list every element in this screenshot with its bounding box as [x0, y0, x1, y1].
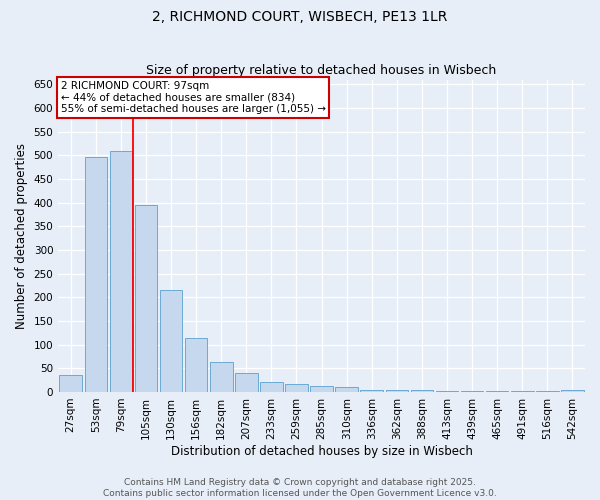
Bar	[436, 391, 458, 392]
Bar	[285, 384, 308, 392]
Bar	[361, 390, 383, 392]
Bar	[160, 290, 182, 392]
Bar	[110, 150, 132, 392]
Bar	[260, 382, 283, 392]
Text: 2 RICHMOND COURT: 97sqm
← 44% of detached houses are smaller (834)
55% of semi-d: 2 RICHMOND COURT: 97sqm ← 44% of detache…	[61, 81, 326, 114]
Bar	[335, 387, 358, 392]
Bar	[410, 390, 433, 392]
Bar	[185, 338, 208, 392]
Y-axis label: Number of detached properties: Number of detached properties	[15, 143, 28, 329]
Text: 2, RICHMOND COURT, WISBECH, PE13 1LR: 2, RICHMOND COURT, WISBECH, PE13 1LR	[152, 10, 448, 24]
Bar	[210, 362, 233, 392]
Bar	[561, 390, 584, 392]
Bar	[461, 391, 484, 392]
Title: Size of property relative to detached houses in Wisbech: Size of property relative to detached ho…	[146, 64, 497, 77]
Bar	[59, 376, 82, 392]
Text: Contains HM Land Registry data © Crown copyright and database right 2025.
Contai: Contains HM Land Registry data © Crown c…	[103, 478, 497, 498]
X-axis label: Distribution of detached houses by size in Wisbech: Distribution of detached houses by size …	[170, 444, 473, 458]
Bar	[134, 205, 157, 392]
Bar	[386, 390, 408, 392]
Bar	[310, 386, 333, 392]
Bar	[235, 373, 257, 392]
Bar	[85, 156, 107, 392]
